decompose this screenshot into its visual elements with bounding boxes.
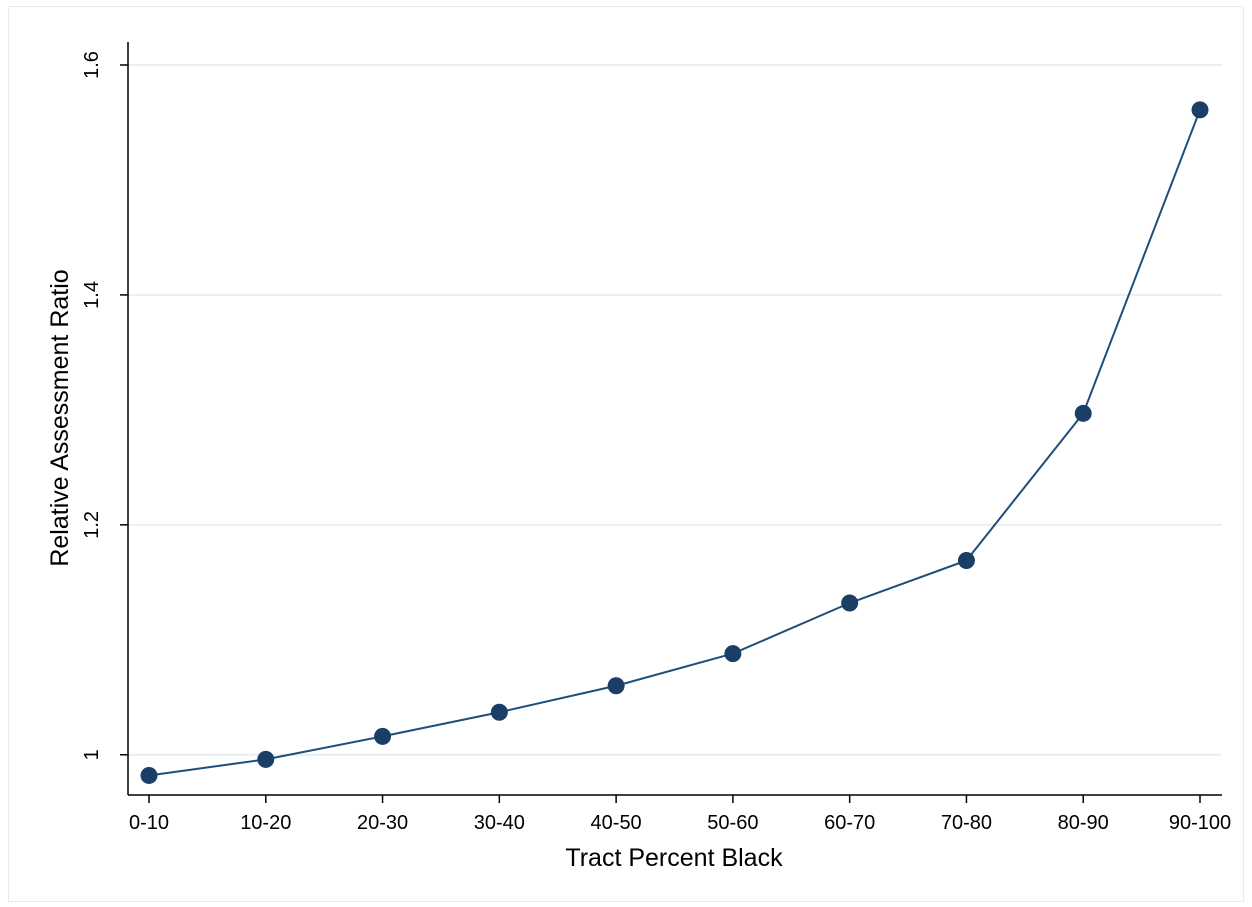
data-point xyxy=(724,645,742,663)
grid-layer xyxy=(128,63,1222,756)
data-point xyxy=(1074,404,1092,422)
y-ticks: 1 1.2 1.4 1.6 xyxy=(81,51,128,760)
x-axis-title: Tract Percent Black xyxy=(565,844,783,872)
y-tick-label: 1.6 xyxy=(81,51,103,79)
x-tick-label: 20-30 xyxy=(357,812,408,834)
axes-layer xyxy=(127,42,1222,796)
x-tick-label: 60-70 xyxy=(824,812,875,834)
series-layer xyxy=(140,101,1209,784)
x-tick-label: 30-40 xyxy=(474,812,525,834)
x-tick-label: 80-90 xyxy=(1058,812,1109,834)
chart-frame xyxy=(8,6,1244,902)
data-point xyxy=(140,766,158,784)
x-tick-label: 70-80 xyxy=(941,812,992,834)
data-point xyxy=(841,594,859,612)
data-point xyxy=(257,750,275,768)
data-point xyxy=(490,703,508,721)
y-tick-label: 1.2 xyxy=(81,511,103,539)
x-tick-label: 40-50 xyxy=(591,812,642,834)
x-tick-label: 0-10 xyxy=(129,812,169,834)
data-point xyxy=(374,727,392,745)
y-tick-label: 1.4 xyxy=(81,281,103,309)
series-line xyxy=(148,109,1201,777)
y-axis-title: Relative Assessment Ratio xyxy=(46,269,74,566)
data-point xyxy=(1191,101,1209,119)
data-point xyxy=(607,677,625,695)
x-tick-label: 10-20 xyxy=(240,812,291,834)
y-tick-label: 1 xyxy=(81,749,103,760)
x-ticks: 0-10 10-20 20-30 30-40 40-50 50-60 60-70 70-80 8… xyxy=(129,795,1231,834)
x-tick-label: 50-60 xyxy=(707,812,758,834)
data-point xyxy=(957,551,975,569)
x-tick-label: 90-100 xyxy=(1169,812,1231,834)
